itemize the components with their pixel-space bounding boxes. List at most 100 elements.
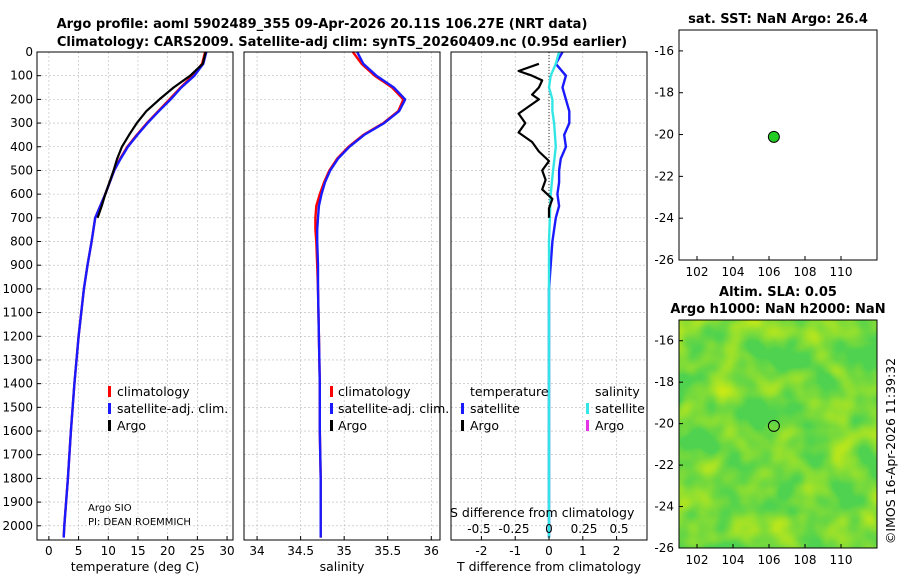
map-x-tick-label: 102 — [686, 553, 709, 567]
map-y-tick-label: -16 — [654, 334, 674, 348]
series-line-satellite-adj-clim- — [316, 51, 407, 538]
series-line-t-argo — [517, 62, 554, 218]
credit-line-1: Argo SIO — [88, 503, 132, 514]
x-tick-label: 20 — [160, 544, 175, 558]
x-tick-label: 0 — [545, 544, 553, 558]
y-tick-label: 1900 — [2, 495, 33, 509]
sst-map-title: sat. SST: NaN Argo: 26.4 — [688, 12, 868, 27]
map-y-tick-label: -24 — [654, 211, 674, 225]
x-tick-label: -1 — [509, 544, 521, 558]
y-tick-label: 1100 — [2, 306, 33, 320]
x-tick-label: 34 — [249, 544, 264, 558]
y-tick-label: 1700 — [2, 448, 33, 462]
y-tick-label: 1400 — [2, 377, 33, 391]
y-tick-label: 600 — [10, 187, 33, 201]
y-tick-label: 200 — [10, 92, 33, 106]
x-tick-label: 34.5 — [287, 544, 314, 558]
legend-swatch-climatology — [330, 386, 333, 397]
imos-watermark: ©IMOS 16-Apr-2026 11:39:32 — [883, 358, 898, 544]
legend-climatology: climatology — [117, 384, 190, 399]
sla-map-box — [678, 319, 878, 549]
x-tick-label: 25 — [190, 544, 205, 558]
sla-map-title-2: Argo h1000: NaN h2000: NaN — [670, 302, 885, 317]
legend-swatch-satellite — [108, 403, 111, 414]
series-line-climatology — [314, 51, 405, 538]
legend-argo: Argo — [338, 418, 367, 433]
y-tick-label: 800 — [10, 235, 33, 249]
sla-map-title-1: Altim. SLA: 0.05 — [719, 285, 837, 300]
map-x-tick-label: 102 — [686, 265, 709, 279]
legend-swatch-t-satellite — [461, 403, 464, 414]
x-tick-label: 1 — [579, 544, 587, 558]
legend-swatch-s-argo — [586, 420, 589, 431]
x-tick2-label: -0.25 — [498, 522, 529, 536]
legend-satellite: satellite-adj. clim. — [117, 401, 228, 416]
s-diff-label: S difference from climatology — [450, 505, 635, 520]
legend-satellite: satellite-adj. clim. — [338, 401, 449, 416]
map-y-tick-label: -22 — [654, 458, 674, 472]
series-line-s-satellite — [547, 51, 561, 538]
legend-temperature-title: temperature — [470, 384, 549, 399]
y-tick-label: 700 — [10, 211, 33, 225]
t-diff-xlabel: T difference from climatology — [456, 559, 642, 574]
legend-swatch-s-satellite — [586, 403, 589, 414]
y-tick-label: 900 — [10, 258, 33, 272]
map-x-tick-label: 108 — [794, 265, 817, 279]
x-tick-label: 2 — [613, 544, 621, 558]
temperature-panel: 0100200300400500600700800900100011001200… — [2, 45, 234, 574]
sla-heatmap-overlay — [679, 320, 877, 548]
map-y-tick-label: -20 — [654, 128, 674, 142]
x-tick-label: 15 — [130, 544, 145, 558]
legend-s-satellite: satellite — [595, 401, 645, 416]
legend-t-satellite: satellite — [470, 401, 520, 416]
y-tick-label: 2000 — [2, 519, 33, 533]
y-tick-label: 300 — [10, 116, 33, 130]
temperature-xlabel: temperature (deg C) — [71, 559, 200, 574]
map-x-tick-label: 108 — [794, 553, 817, 567]
map-y-tick-label: -24 — [654, 500, 674, 514]
series-line-t-satellite — [547, 51, 571, 538]
legend-salinity-title: salinity — [595, 384, 640, 399]
salinity-xlabel: salinity — [320, 559, 365, 574]
map-y-tick-label: -26 — [654, 253, 674, 267]
difference-legend: temperature satellite Argo salinity sate… — [461, 384, 645, 433]
series-line-argo — [96, 51, 207, 219]
x-tick-label: 10 — [101, 544, 116, 558]
x-tick-label: -2 — [475, 544, 487, 558]
legend-swatch-argo — [108, 420, 111, 431]
legend-swatch-t-argo — [461, 420, 464, 431]
difference-panel: -2 -1 0 1 2 -0.5 -0.25 0 0.25 0.5 S difference f… — [450, 51, 648, 574]
map-y-tick-label: -20 — [654, 417, 674, 431]
title-line-2: Climatology: CARS2009. Satellite-adj cli… — [57, 35, 627, 50]
map-y-tick-label: -22 — [654, 169, 674, 183]
sst-map-panel: sat. SST: NaN Argo: 26.4 102 104 106 108 110… — [654, 12, 878, 279]
map-x-tick-label: 104 — [722, 265, 745, 279]
x-tick2-label: 0.5 — [609, 522, 628, 536]
map-y-tick-label: -18 — [654, 86, 674, 100]
legend-s-argo: Argo — [595, 418, 624, 433]
x-tick-label: 35.5 — [374, 544, 401, 558]
y-tick-label: 1300 — [2, 353, 33, 367]
y-tick-label: 1500 — [2, 400, 33, 414]
legend-swatch-satellite — [330, 403, 333, 414]
y-tick-label: 1200 — [2, 329, 33, 343]
map-y-tick-label: -16 — [654, 44, 674, 58]
y-tick-label: 400 — [10, 140, 33, 154]
title-line-1: Argo profile: aoml 5902489_355 09-Apr-20… — [57, 17, 588, 32]
map-y-tick-label: -18 — [654, 375, 674, 389]
x-tick2-label: 0 — [545, 522, 553, 536]
legend-argo: Argo — [117, 418, 146, 433]
x-tick-label: 0 — [45, 544, 53, 558]
temperature-axes-box — [36, 51, 234, 541]
salinity-legend: climatology satellite-adj. clim. Argo — [330, 384, 449, 433]
x-tick-label: 30 — [219, 544, 234, 558]
map-y-tick-label: -26 — [654, 541, 674, 555]
y-tick-label: 0 — [25, 45, 33, 59]
y-tick-label: 100 — [10, 69, 33, 83]
y-tick-label: 1000 — [2, 282, 33, 296]
legend-swatch-argo — [330, 420, 333, 431]
salinity-panel: 34 34.5 35 35.5 36 salinity climatology sate… — [243, 51, 449, 574]
sla-map-panel: Altim. SLA: 0.05 Argo h1000: NaN h2000: … — [654, 285, 885, 567]
salinity-axes-box — [243, 51, 441, 541]
